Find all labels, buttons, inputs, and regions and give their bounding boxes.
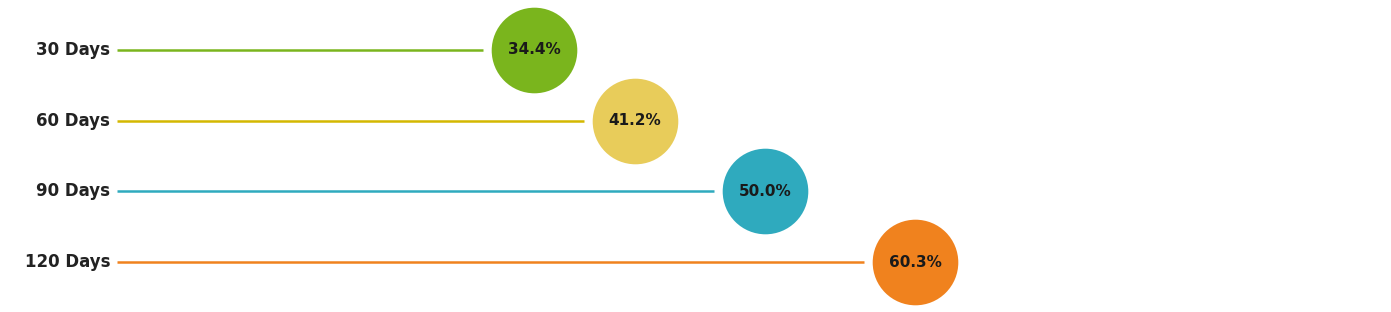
- Text: 120 Days: 120 Days: [25, 253, 110, 271]
- Text: 50.0%: 50.0%: [739, 184, 791, 199]
- Point: [623, 118, 645, 123]
- Text: 60.3%: 60.3%: [889, 255, 942, 270]
- Text: 34.4%: 34.4%: [508, 42, 561, 57]
- Text: 41.2%: 41.2%: [609, 113, 661, 128]
- Text: 30 Days: 30 Days: [36, 41, 110, 59]
- Point: [523, 47, 545, 52]
- Point: [904, 260, 926, 265]
- Point: [754, 189, 776, 194]
- Text: 60 Days: 60 Days: [36, 111, 110, 129]
- Text: 90 Days: 90 Days: [36, 183, 110, 201]
